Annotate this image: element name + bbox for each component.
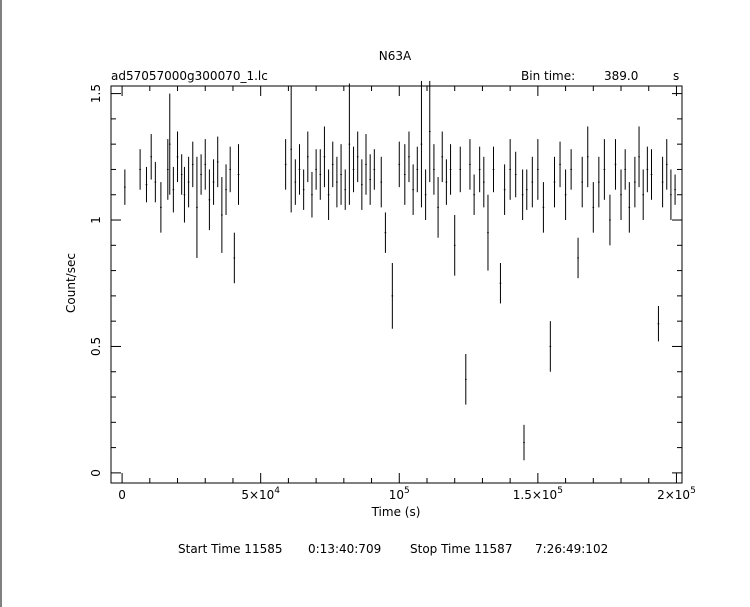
y-tick-label: 1.5: [89, 84, 103, 103]
x-axis-label: Time (s): [371, 505, 421, 519]
y-tick-labels: 0 0.5 1 1.5: [89, 84, 103, 477]
y-tick-label: 0: [89, 469, 103, 477]
x-tick-label: 2×105: [657, 486, 696, 502]
chart-title: N63A: [379, 49, 412, 63]
x-tick-label: 1.5×105: [513, 486, 563, 502]
stop-time-label: Stop Time 11587: [410, 542, 512, 556]
y-axis-label: Count/sec: [64, 253, 78, 313]
file-label: ad57057000g300070_1.lc: [111, 69, 268, 83]
data-points: [124, 80, 676, 461]
axis-ticks: [111, 86, 682, 483]
y-tick-label: 1: [89, 216, 103, 224]
x-tick-label: 105: [389, 486, 410, 502]
start-time-label: Start Time 11585: [178, 542, 282, 556]
start-time-value: 0:13:40:709: [308, 542, 381, 556]
bin-time-unit: s: [673, 69, 679, 83]
bin-time-value: 389.0: [604, 69, 638, 83]
y-tick-label: 0.5: [89, 337, 103, 356]
x-tick-label: 0: [118, 488, 126, 502]
plot-frame: [110, 85, 683, 484]
x-tick-label: 5×104: [241, 486, 280, 502]
x-tick-labels: 0 5×104 105 1.5×105 2×105: [118, 486, 696, 502]
bin-time-label: Bin time:: [521, 69, 575, 83]
stop-time-value: 7:26:49:102: [535, 542, 608, 556]
